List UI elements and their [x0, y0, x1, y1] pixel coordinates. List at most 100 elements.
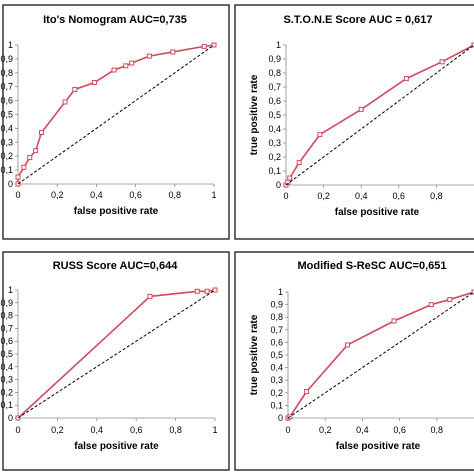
plot-area: [283, 42, 474, 188]
roc-point: [72, 86, 78, 92]
panel-frame: [2, 4, 230, 240]
roc-point: [345, 342, 351, 348]
roc-point: [439, 59, 445, 65]
y-tick-label: 0,5: [0, 110, 13, 120]
y-tick-label: 0,6: [268, 96, 281, 106]
y-tick-label: 0: [278, 413, 283, 423]
panel-frame: [2, 251, 230, 471]
y-tick-label: 0,3: [0, 375, 13, 385]
y-tick-label: 0,6: [270, 337, 283, 347]
y-tick-label: 0,9: [270, 300, 283, 310]
x-tick-label: 0,8: [169, 190, 182, 200]
x-tick-label: 0,6: [393, 191, 406, 201]
y-tick-label: 1: [276, 40, 281, 50]
y-tick-label: 1: [278, 287, 283, 297]
x-tick-label: 0,8: [431, 425, 444, 435]
x-tick-label: 0: [15, 425, 20, 435]
x-tick-label: 0: [283, 191, 288, 201]
chart-title: S.T.O.N.E Score AUC = 0,617: [283, 14, 432, 26]
roc-point: [471, 289, 474, 295]
x-axis-title: false positive rate: [74, 206, 159, 217]
plot-area: [15, 42, 217, 187]
roc-point: [123, 63, 129, 69]
x-tick-label: 0,2: [317, 191, 330, 201]
y-tick-label: 0,7: [270, 325, 283, 335]
x-tick-label: 0: [285, 425, 290, 435]
roc-curve: [17, 44, 215, 184]
y-axis-title: true positive rate: [249, 314, 260, 395]
x-tick-label: 1: [211, 190, 216, 200]
reference-diagonal: [287, 291, 474, 419]
y-tick-label: 0,7: [0, 82, 13, 92]
y-tick-label: 0,4: [0, 362, 13, 372]
reference-diagonal: [17, 44, 215, 185]
roc-point: [204, 288, 210, 294]
x-tick-label: 0,6: [393, 425, 406, 435]
roc-point: [211, 42, 217, 48]
y-tick-label: 0,4: [270, 363, 283, 373]
x-tick-label: 0: [15, 190, 20, 200]
y-tick-label: 0,1: [270, 400, 283, 410]
y-tick-label: 0,5: [270, 350, 283, 360]
roc-point: [287, 175, 293, 181]
roc-point: [471, 42, 474, 48]
x-tick-label: 0,4: [356, 425, 369, 435]
y-tick-label: 0,5: [0, 349, 13, 359]
roc-point: [170, 49, 176, 55]
roc-panel: Ito's Nomogram AUC=0,735 0 0,1 0,2 0,3 0,4 0,5…: [0, 4, 230, 240]
y-tick-label: 0,9: [268, 54, 281, 64]
roc-point: [296, 160, 302, 166]
roc-point: [358, 106, 364, 112]
roc-point: [447, 297, 453, 303]
roc-panel: Modified S-ReSC AUC=0,651 0 0,1 0,2 0,3 0,4 0,…: [234, 251, 474, 471]
panels: Ito's Nomogram AUC=0,735 0 0,1 0,2 0,3 0,4 0,5…: [0, 4, 474, 471]
roc-point: [391, 318, 397, 324]
y-tick-label: 0,1: [268, 166, 281, 176]
panel-frame: [234, 251, 474, 471]
y-tick-label: 0,6: [0, 336, 13, 346]
roc-point: [304, 389, 310, 395]
roc-point: [15, 174, 21, 180]
roc-point: [33, 148, 39, 154]
roc-curve: [287, 291, 474, 419]
y-tick-label: 0,1: [0, 400, 13, 410]
y-tick-label: 0,7: [268, 82, 281, 92]
y-tick-label: 0,6: [0, 96, 13, 106]
x-tick-label: 0,4: [91, 425, 104, 435]
x-tick-label: 1: [212, 425, 217, 435]
y-tick-label: 0,2: [268, 152, 281, 162]
x-tick-label: 0,4: [90, 190, 103, 200]
roc-point: [317, 132, 323, 138]
y-tick-label: 0,4: [268, 124, 281, 134]
y-tick-label: 0,8: [270, 312, 283, 322]
y-tick-label: 1: [8, 40, 13, 50]
x-tick-label: 0,6: [130, 425, 143, 435]
x-tick-label: 0,6: [129, 190, 142, 200]
roc-point: [21, 164, 27, 170]
roc-point: [147, 293, 153, 299]
y-tick-label: 0,3: [268, 138, 281, 148]
x-axis-title: false positive rate: [336, 441, 421, 452]
x-tick-label: 0,8: [169, 425, 182, 435]
roc-point: [129, 60, 135, 66]
roc-point: [91, 80, 97, 86]
y-tick-label: 0,9: [0, 298, 13, 308]
chart-title: Ito's Nomogram AUC=0,735: [43, 14, 187, 26]
roc-point: [111, 67, 117, 73]
plot-area: [285, 289, 474, 421]
y-tick-label: 0,3: [270, 375, 283, 385]
roc-panel: RUSS Score AUC=0,644 0 0,1 0,2 0,3 0,4 0,5 0,6 0…: [0, 251, 230, 471]
roc-point: [201, 43, 207, 49]
x-axis-title: false positive rate: [74, 441, 159, 452]
x-tick-label: 0,2: [319, 425, 332, 435]
roc-point: [27, 155, 33, 161]
y-tick-label: 0,3: [0, 137, 13, 147]
roc-point: [39, 130, 45, 136]
roc-point: [62, 99, 68, 105]
plot-area: [15, 287, 218, 421]
y-tick-label: 0,2: [0, 151, 13, 161]
y-tick-label: 0,7: [0, 323, 13, 333]
y-tick-label: 0,4: [0, 123, 13, 133]
y-tick-label: 0: [8, 179, 13, 189]
